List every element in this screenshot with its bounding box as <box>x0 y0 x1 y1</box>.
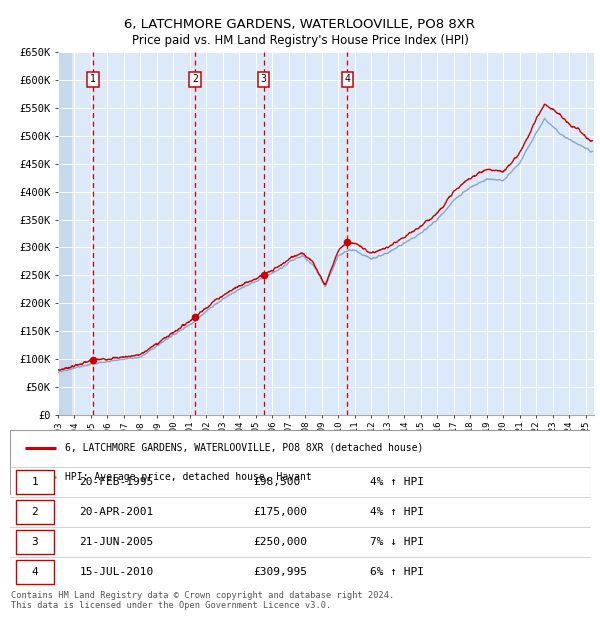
Text: 20-APR-2001: 20-APR-2001 <box>80 507 154 517</box>
Text: 2: 2 <box>32 507 38 517</box>
Text: 6, LATCHMORE GARDENS, WATERLOOVILLE, PO8 8XR: 6, LATCHMORE GARDENS, WATERLOOVILLE, PO8… <box>125 18 476 31</box>
Text: 4% ↑ HPI: 4% ↑ HPI <box>370 507 424 517</box>
Text: £98,500: £98,500 <box>254 477 301 487</box>
Text: 7% ↓ HPI: 7% ↓ HPI <box>370 537 424 547</box>
Text: 21-JUN-2005: 21-JUN-2005 <box>80 537 154 547</box>
Text: 20-FEB-1995: 20-FEB-1995 <box>80 477 154 487</box>
Text: 6, LATCHMORE GARDENS, WATERLOOVILLE, PO8 8XR (detached house): 6, LATCHMORE GARDENS, WATERLOOVILLE, PO8… <box>65 443 424 453</box>
Text: 3: 3 <box>261 74 266 84</box>
Bar <box>58 52 72 415</box>
FancyBboxPatch shape <box>10 430 590 495</box>
Text: Contains HM Land Registry data © Crown copyright and database right 2024.
This d: Contains HM Land Registry data © Crown c… <box>11 591 394 610</box>
Text: HPI: Average price, detached house, Havant: HPI: Average price, detached house, Hava… <box>65 472 312 482</box>
Text: 2: 2 <box>192 74 198 84</box>
Text: 1: 1 <box>32 477 38 487</box>
Text: Price paid vs. HM Land Registry's House Price Index (HPI): Price paid vs. HM Land Registry's House … <box>131 34 469 47</box>
Text: £250,000: £250,000 <box>254 537 308 547</box>
Text: 15-JUL-2010: 15-JUL-2010 <box>80 567 154 577</box>
FancyBboxPatch shape <box>16 560 53 584</box>
FancyBboxPatch shape <box>16 470 53 494</box>
Text: £309,995: £309,995 <box>254 567 308 577</box>
Text: 6% ↑ HPI: 6% ↑ HPI <box>370 567 424 577</box>
Text: 1: 1 <box>90 74 96 84</box>
Text: 4: 4 <box>344 74 350 84</box>
Text: 4: 4 <box>32 567 38 577</box>
Text: 3: 3 <box>32 537 38 547</box>
FancyBboxPatch shape <box>16 530 53 554</box>
FancyBboxPatch shape <box>16 500 53 524</box>
Text: £175,000: £175,000 <box>254 507 308 517</box>
Text: 4% ↑ HPI: 4% ↑ HPI <box>370 477 424 487</box>
